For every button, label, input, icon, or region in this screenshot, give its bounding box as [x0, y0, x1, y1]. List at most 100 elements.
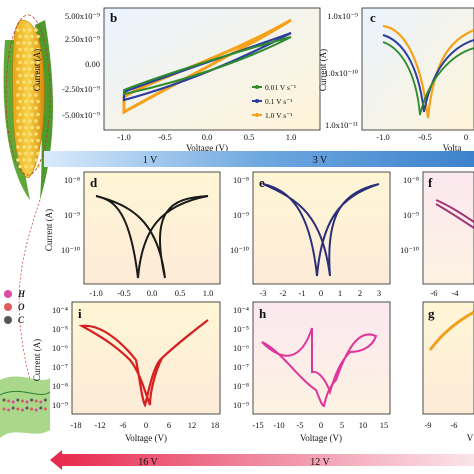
panel-e: e 10⁻⁸ 10⁻⁹ 10⁻¹⁰ -3 -2 -1 0 1 2 3 [230, 171, 391, 298]
f-ytick: 10⁻¹⁰ [400, 245, 420, 255]
corn-kernel [34, 54, 38, 58]
corn-kernel [36, 112, 40, 117]
corn-kernel [24, 34, 28, 39]
corn-kernel [18, 47, 22, 52]
corn-kernel [36, 34, 40, 39]
corn-kernel [34, 132, 38, 136]
e-xtick: 1 [338, 288, 342, 298]
corn-kernel [30, 47, 34, 52]
panel-c: c 1.0x10⁻⁹ 1.0x10⁻¹⁰ 1.0x10⁻¹¹ Current (… [318, 7, 474, 153]
corn-kernel [24, 138, 28, 143]
c-xtick: -1.0 [376, 132, 389, 142]
h-ytick: 10⁻⁷ [233, 362, 249, 372]
corn-kernel [30, 86, 34, 91]
legend-c: C [18, 315, 25, 325]
h-ytick: 10⁻⁶ [233, 343, 249, 353]
h-ytick: 10⁻⁹ [233, 400, 249, 410]
molecule-dot [16, 398, 20, 402]
panel-g: g -9 -6 V [422, 301, 474, 443]
corn-kernel [30, 99, 34, 104]
e-ytick: 10⁻⁸ [233, 175, 249, 185]
molecule-dot [11, 406, 15, 410]
b-xlabel: Voltage (V) [186, 143, 228, 153]
panel-i-letter: i [78, 306, 82, 321]
i-ytick: 10⁻⁸ [52, 381, 68, 391]
corn-kernel [24, 86, 28, 91]
e-xtick: -1 [298, 288, 305, 298]
e-xtick: -3 [259, 288, 266, 298]
corn-kernel [30, 60, 34, 65]
corn-kernel [18, 112, 22, 117]
b-ytick: 0.00 [85, 59, 100, 69]
corn-kernel [28, 67, 32, 71]
d-xtick: 1.0 [203, 288, 214, 298]
corn-kernel [16, 54, 20, 58]
corn-kernel [30, 151, 34, 156]
b-ytick: -5.00x10⁻⁹ [62, 110, 100, 120]
molecule-dot [16, 407, 20, 411]
e-xtick: -2 [279, 288, 286, 298]
molecule-dot [39, 406, 43, 410]
b-legend-entry: 0.01 V s⁻¹ [265, 83, 296, 92]
i-xtick: -12 [94, 420, 105, 430]
h-xtick: -5 [296, 420, 303, 430]
h-xtick: 5 [340, 420, 344, 430]
e-ytick: 10⁻⁹ [233, 210, 249, 220]
b-xtick: 0.5 [244, 132, 255, 142]
corn-kernel [36, 151, 40, 156]
f-xtick: -4 [451, 288, 459, 298]
voltage-band-top: 1 V 3 V [44, 151, 474, 167]
b-legend-entry: 0.1 V s⁻¹ [265, 97, 292, 106]
corn-kernel [28, 145, 32, 149]
corn-kernel [30, 112, 34, 117]
panel-i: i 10⁻⁴ 10⁻⁵ 10⁻⁶ 10⁻⁷ 10⁻⁸ 10⁻⁹ Current … [32, 301, 221, 443]
corn-kernel [34, 80, 38, 84]
band-bottom-label: 16 V [138, 457, 158, 468]
f-ytick: 10⁻⁹ [403, 210, 419, 220]
corn-kernel [34, 145, 38, 149]
corn-kernel [22, 54, 26, 58]
corn-kernel [18, 99, 22, 104]
corn-kernel [22, 158, 26, 162]
molecule-dot [30, 407, 34, 411]
corn-kernel [34, 67, 38, 71]
corn-kernel [16, 158, 20, 162]
molecule-dot [30, 398, 34, 402]
panel-d-letter: d [90, 175, 98, 190]
d-ytick: 10⁻⁸ [64, 175, 80, 185]
corn-kernel [36, 125, 40, 130]
b-ytick: -2.50x10⁻⁹ [62, 84, 100, 94]
corn-kernel [36, 138, 40, 143]
h-xtick: 10 [359, 420, 368, 430]
corn-kernel [18, 164, 22, 169]
band-top-label: 3 V [313, 155, 328, 166]
i-xlabel: Voltage (V) [125, 433, 167, 443]
corn-kernel [28, 80, 32, 84]
h-ytick: 10⁻⁴ [233, 305, 249, 315]
c-ytick: 1.0x10⁻¹⁰ [324, 68, 358, 78]
corn-kernel [34, 158, 38, 162]
corn-kernel [24, 99, 28, 104]
i-xtick: 12 [188, 420, 197, 430]
corn-kernel [24, 60, 28, 65]
corn-kernel [22, 106, 26, 110]
b-xtick: -0.5 [158, 132, 171, 142]
molecule-dot [20, 399, 24, 403]
molecule-dot [25, 400, 29, 404]
panel-f-letter: f [428, 175, 433, 190]
molecule-dot [20, 408, 24, 412]
molecule-dot [43, 398, 47, 402]
corn-kernel [24, 47, 28, 52]
corn-kernel [36, 47, 40, 52]
band-top-label: 1 V [143, 155, 158, 166]
corn-kernel [18, 34, 22, 39]
h-xtick: -10 [273, 420, 284, 430]
h-xtick: 0 [319, 420, 323, 430]
corn-kernel [18, 151, 22, 156]
corn-kernel [28, 158, 32, 162]
c-xlabel: Volta [443, 143, 462, 153]
legend-h: H [17, 289, 26, 299]
i-ytick: 10⁻⁶ [52, 343, 68, 353]
e-xtick: 0 [319, 288, 323, 298]
b-xtick: 0.0 [202, 132, 213, 142]
